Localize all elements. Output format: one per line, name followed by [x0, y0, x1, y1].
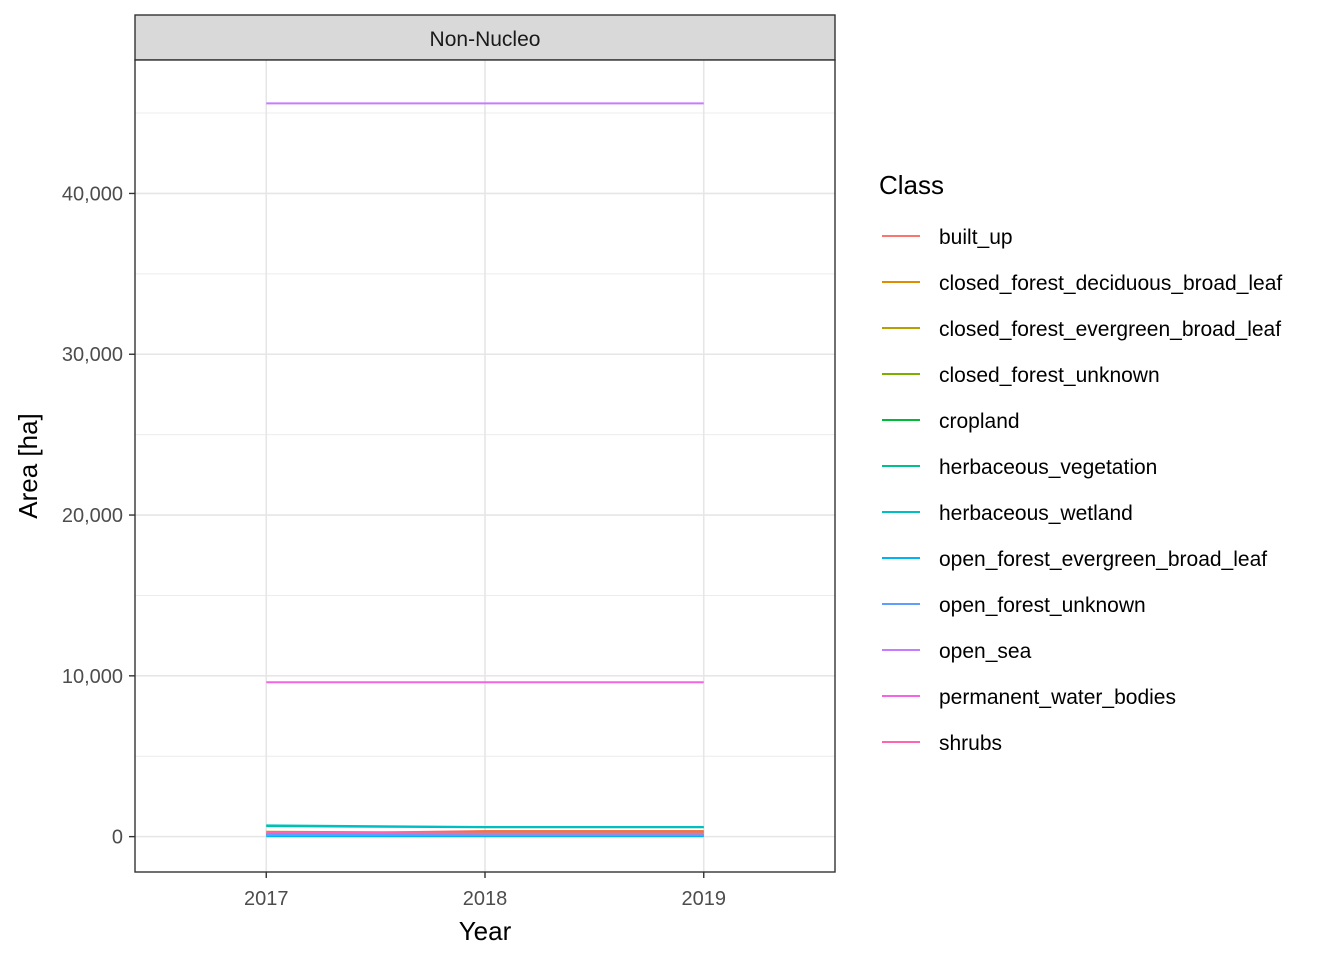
y-tick-label: 40,000	[62, 183, 123, 205]
legend-item: open_forest_evergreen_broad_leaf	[882, 548, 1267, 571]
legend-label: shrubs	[939, 732, 1002, 755]
series-line-shrubs	[266, 831, 704, 835]
y-tick-label: 10,000	[62, 666, 123, 688]
x-axis-title: Year	[459, 916, 512, 946]
legend-label: cropland	[939, 410, 1020, 433]
legend-label: open_forest_unknown	[939, 594, 1146, 617]
legend-label: closed_forest_evergreen_broad_leaf	[939, 318, 1281, 341]
legend: Class built_up closed_forest_deciduous_br…	[879, 170, 1282, 755]
legend-label: permanent_water_bodies	[939, 686, 1176, 709]
axes: 0 10,000 20,000 30,000 40,000 2017 2018 2019	[62, 183, 726, 910]
x-tick-label: 2018	[463, 888, 508, 910]
legend-label: closed_forest_unknown	[939, 364, 1160, 387]
legend-item: built_up	[882, 226, 1013, 249]
x-tick-label: 2017	[244, 888, 289, 910]
legend-item: herbaceous_vegetation	[882, 456, 1157, 479]
y-axis-title: Area [ha]	[13, 413, 43, 519]
legend-item: open_sea	[882, 640, 1032, 663]
legend-item: herbaceous_wetland	[882, 502, 1133, 525]
legend-item: cropland	[882, 410, 1020, 433]
series-lines	[266, 102, 704, 838]
legend-item: closed_forest_deciduous_broad_leaf	[882, 272, 1282, 295]
legend-title: Class	[879, 170, 944, 200]
y-tick-label: 0	[112, 827, 123, 849]
x-tick-label: 2019	[682, 888, 727, 910]
y-tick-label: 20,000	[62, 505, 123, 527]
series-line-herbaceous_wetland	[266, 824, 704, 828]
legend-label: built_up	[939, 226, 1013, 249]
legend-label: closed_forest_deciduous_broad_leaf	[939, 272, 1282, 295]
legend-label: open_forest_evergreen_broad_leaf	[939, 548, 1267, 571]
legend-item: open_forest_unknown	[882, 594, 1146, 617]
y-tick-label: 30,000	[62, 344, 123, 366]
legend-label: herbaceous_wetland	[939, 502, 1133, 525]
legend-label: open_sea	[939, 640, 1032, 663]
facet-strip	[134, 14, 836, 61]
legend-label: herbaceous_vegetation	[939, 456, 1157, 479]
facet-strip-label: Non-Nucleo	[430, 28, 541, 51]
legend-item: closed_forest_evergreen_broad_leaf	[882, 318, 1281, 341]
legend-item: closed_forest_unknown	[882, 364, 1160, 387]
legend-item: permanent_water_bodies	[882, 686, 1176, 709]
legend-item: shrubs	[882, 732, 1002, 755]
